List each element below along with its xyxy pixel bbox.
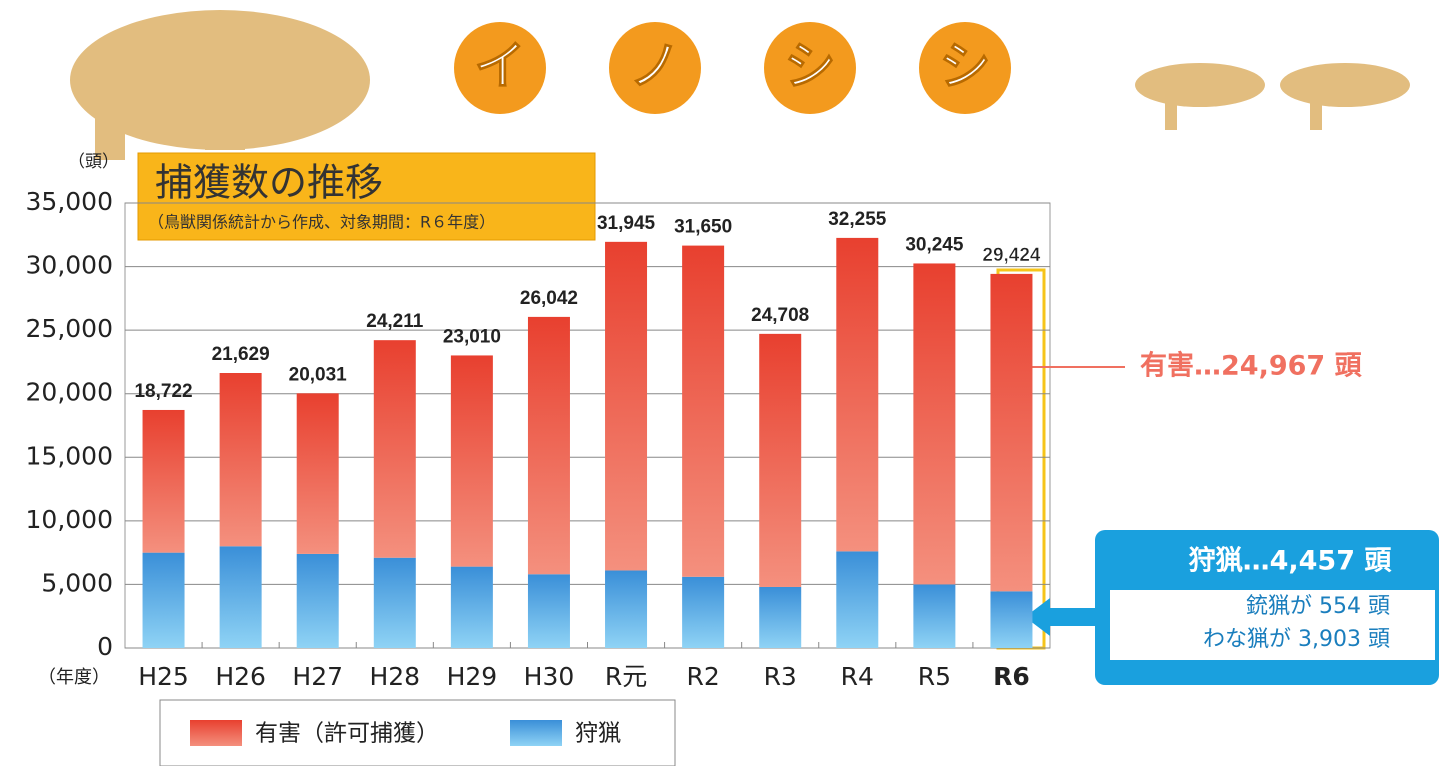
header-circle bbox=[919, 22, 1011, 114]
legend-label: 狩猟 bbox=[575, 721, 621, 747]
bar-segment bbox=[759, 333, 802, 587]
legend bbox=[159, 699, 676, 766]
x-tick-label: R元 bbox=[605, 662, 647, 691]
x-tick-label: H26 bbox=[215, 662, 266, 691]
bar-segment bbox=[450, 355, 493, 567]
total-label: 32,255 bbox=[828, 209, 887, 230]
header-circle bbox=[454, 22, 546, 114]
total-label: 24,708 bbox=[751, 305, 809, 326]
legend-swatch bbox=[190, 720, 242, 746]
total-label: 24,211 bbox=[366, 311, 423, 332]
y-tick-label: 10,000 bbox=[26, 505, 113, 534]
bar-segment bbox=[219, 546, 262, 648]
header-circle bbox=[764, 22, 856, 114]
callout-arrow bbox=[1025, 598, 1095, 636]
bar-segment bbox=[373, 557, 416, 648]
bar-segment bbox=[296, 553, 339, 648]
boar-silhouettes bbox=[70, 10, 1410, 160]
total-label: 23,010 bbox=[443, 326, 501, 347]
bar-segment bbox=[605, 570, 648, 648]
x-tick-label: H28 bbox=[369, 662, 420, 691]
total-label: 26,042 bbox=[520, 288, 578, 309]
bar-segment bbox=[836, 551, 879, 648]
x-tick-label: R2 bbox=[686, 662, 719, 691]
x-tick-label: H27 bbox=[292, 662, 343, 691]
bar-segment bbox=[296, 393, 339, 554]
bar-segment bbox=[219, 373, 262, 547]
chart-subtitle: （鳥獣関係統計から作成、対象期間：R６年度） bbox=[148, 213, 495, 232]
x-axis-label: （年度） bbox=[38, 667, 110, 688]
header-circle bbox=[609, 22, 701, 114]
bar-segment bbox=[682, 576, 725, 648]
annotation: 有害…24,967 頭 bbox=[1140, 350, 1363, 382]
bar-segment bbox=[913, 584, 956, 648]
bar-segment bbox=[142, 409, 185, 553]
header-char: シ bbox=[939, 37, 991, 97]
plot-frame bbox=[124, 202, 1051, 649]
total-label: 29,424 bbox=[982, 245, 1041, 266]
total-label: 31,650 bbox=[674, 217, 732, 238]
bar-segment bbox=[527, 316, 570, 575]
x-tick-label: H30 bbox=[524, 662, 575, 691]
y-tick-label: 20,000 bbox=[26, 378, 113, 407]
bar-segment bbox=[605, 241, 648, 571]
y-tick-label: 30,000 bbox=[26, 251, 113, 280]
bar-segment bbox=[373, 340, 416, 558]
y-tick-label: 35,000 bbox=[26, 187, 113, 216]
total-label: 18,722 bbox=[134, 381, 192, 402]
annotation: 銃猟が 554 頭 bbox=[1246, 594, 1390, 619]
annotation: 狩猟…4,457 頭 bbox=[1189, 546, 1393, 577]
x-tick-label: H29 bbox=[447, 662, 498, 691]
x-tick-label: R6 bbox=[993, 662, 1030, 691]
annotation: わな猟が 3,903 頭 bbox=[1203, 627, 1390, 652]
total-label: 30,245 bbox=[905, 234, 964, 255]
y-tick-label: 5,000 bbox=[41, 568, 113, 597]
callout-inner bbox=[1110, 590, 1435, 660]
bar-segment bbox=[142, 552, 185, 648]
x-tick-label: R3 bbox=[764, 662, 797, 691]
legend-swatch bbox=[510, 720, 562, 746]
bar-segment bbox=[990, 273, 1033, 592]
x-tick-label: H25 bbox=[138, 662, 189, 691]
title-box bbox=[137, 152, 596, 241]
total-label: 21,629 bbox=[212, 344, 270, 365]
bar-segment bbox=[450, 566, 493, 648]
total-label: 20,031 bbox=[289, 364, 348, 385]
total-label: 31,945 bbox=[597, 213, 656, 234]
bar-segment bbox=[990, 591, 1033, 648]
bar-segment bbox=[759, 586, 802, 648]
bar-segment bbox=[913, 263, 956, 585]
header: イノシシ bbox=[454, 22, 1011, 114]
bar-segment bbox=[527, 574, 570, 648]
y-tick-label: 15,000 bbox=[26, 441, 113, 470]
chart-title: 捕獲数の推移 bbox=[155, 161, 383, 205]
legend-label: 有害（許可捕獲） bbox=[255, 721, 439, 747]
x-tick-label: R4 bbox=[841, 662, 874, 691]
legend-items: 有害（許可捕獲） 狩猟 bbox=[190, 720, 621, 747]
header-char: シ bbox=[784, 37, 836, 97]
header-char: ノ bbox=[629, 37, 681, 97]
bar-segment bbox=[682, 245, 725, 577]
y-tick-label: 25,000 bbox=[26, 314, 113, 343]
y-tick-label: 0 bbox=[97, 632, 113, 661]
x-tick-label: R5 bbox=[918, 662, 951, 691]
bar-segment bbox=[836, 237, 879, 552]
y-axis-label: （頭） bbox=[68, 152, 119, 172]
header-char: イ bbox=[474, 37, 526, 97]
